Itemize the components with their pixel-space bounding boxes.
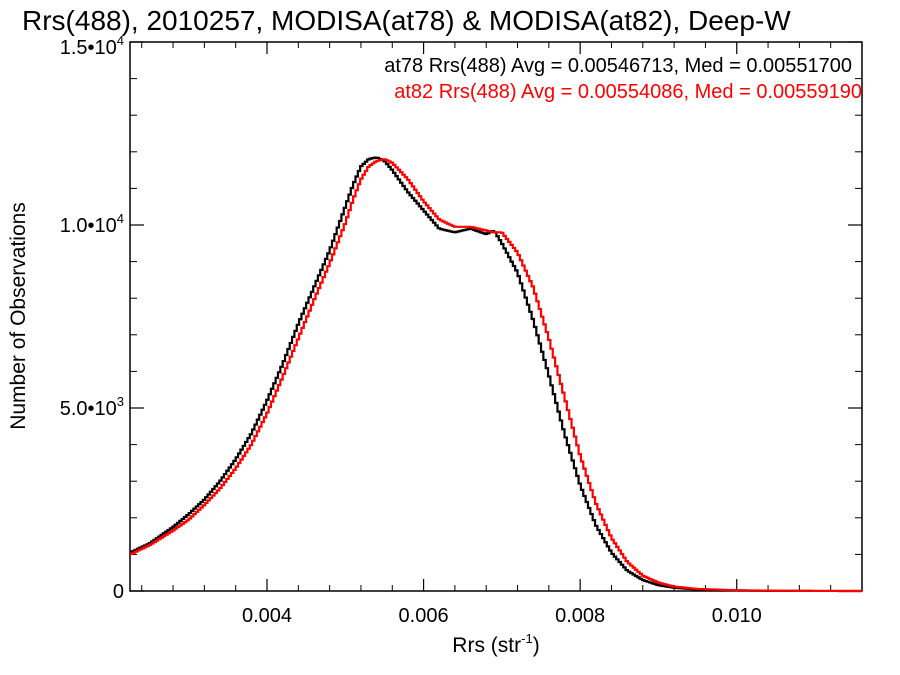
legend-entry-at78: at78 Rrs(488) Avg = 0.00546713, Med = 0.… [384, 55, 852, 77]
x-axis-label: Rrs (str-1) [452, 631, 539, 657]
y-tick-label: 1.5•104 [60, 33, 124, 59]
series-layer [130, 156, 862, 593]
plot-frame [129, 41, 863, 592]
series-line-at78 [130, 156, 862, 593]
x-tick-label: 0.004 [242, 605, 292, 627]
legend-entry-at82: at82 Rrs(488) Avg = 0.00554086, Med = 0.… [394, 81, 862, 103]
x-tick-label: 0.010 [712, 605, 762, 627]
axis-ticks: 0.004 0.006 0.008 0.010 0 5.0•103 1.0•104 1.5•1… [60, 33, 863, 627]
series-line-at82 [130, 158, 862, 593]
x-tick-label: 0.008 [555, 605, 605, 627]
x-tick-label: 0.006 [399, 605, 449, 627]
y-tick-label: 5.0•103 [60, 394, 124, 420]
y-tick-label: 1.0•104 [60, 211, 124, 237]
y-axis-label: Number of Observations [7, 202, 30, 430]
y-tick-label: 0 [113, 581, 124, 603]
chart-title: Rrs(488), 2010257, MODISA(at78) & MODISA… [22, 5, 791, 36]
